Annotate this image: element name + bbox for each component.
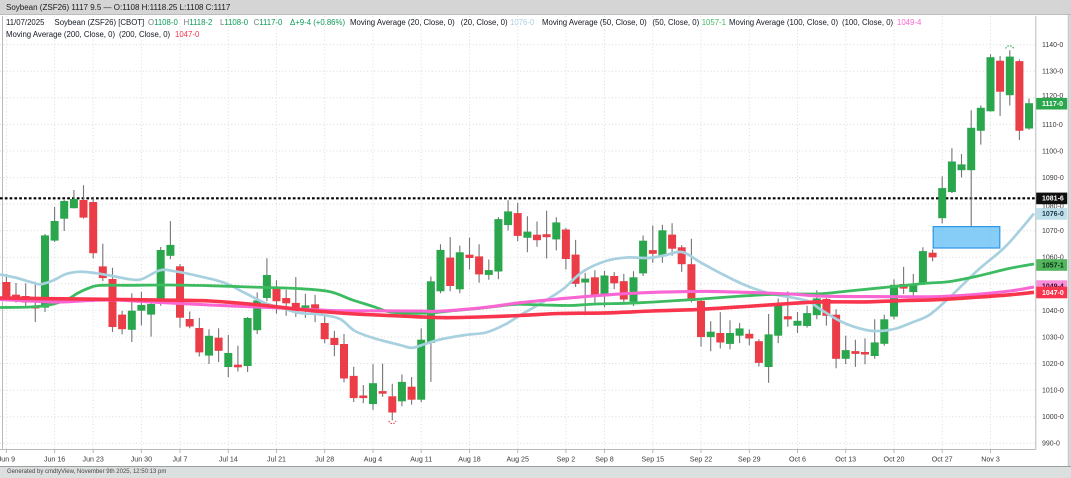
svg-text:990-0: 990-0 <box>1042 441 1060 448</box>
svg-text:1076-0: 1076-0 <box>1042 211 1064 218</box>
svg-text:1060-0: 1060-0 <box>1042 255 1064 262</box>
svg-text:Jun 9: Jun 9 <box>0 456 15 464</box>
svg-text:Jun 30: Jun 30 <box>131 456 152 464</box>
svg-text:Jul 21: Jul 21 <box>267 456 286 464</box>
svg-text:Aug 4: Aug 4 <box>364 456 383 464</box>
svg-text:Sep 2: Sep 2 <box>557 456 576 464</box>
svg-text:Aug 25: Aug 25 <box>506 456 529 464</box>
svg-text:1110-0: 1110-0 <box>1042 122 1063 129</box>
svg-text:1057-1: 1057-1 <box>1042 262 1064 269</box>
svg-text:1081-6: 1081-6 <box>1042 196 1064 203</box>
svg-text:1117-0: 1117-0 <box>1042 101 1063 108</box>
svg-text:1090-0: 1090-0 <box>1042 175 1064 182</box>
svg-text:Oct 27: Oct 27 <box>932 456 953 464</box>
svg-text:Aug 18: Aug 18 <box>458 456 481 464</box>
svg-text:1030-0: 1030-0 <box>1042 334 1064 341</box>
svg-text:1100-0: 1100-0 <box>1042 148 1063 155</box>
svg-text:Aug 11: Aug 11 <box>410 456 432 464</box>
svg-text:1020-0: 1020-0 <box>1042 361 1064 368</box>
svg-text:1130-0: 1130-0 <box>1042 69 1063 76</box>
svg-text:Jul 14: Jul 14 <box>219 456 238 464</box>
svg-text:Oct 20: Oct 20 <box>884 456 905 464</box>
svg-text:1040-0: 1040-0 <box>1042 308 1064 315</box>
svg-text:1140-0: 1140-0 <box>1042 42 1063 49</box>
svg-text:1080-0: 1080-0 <box>1042 204 1064 211</box>
svg-text:Nov 3: Nov 3 <box>981 456 1000 464</box>
svg-text:1010-0: 1010-0 <box>1042 388 1064 395</box>
svg-text:Sep 22: Sep 22 <box>690 456 713 464</box>
svg-text:Oct 13: Oct 13 <box>835 456 856 464</box>
svg-text:Sep 29: Sep 29 <box>738 456 761 464</box>
svg-text:Jun 23: Jun 23 <box>83 456 104 464</box>
svg-text:1070-0: 1070-0 <box>1042 228 1064 235</box>
svg-text:Jul 28: Jul 28 <box>315 456 334 464</box>
svg-text:Jul 7: Jul 7 <box>173 456 188 464</box>
svg-text:Sep 8: Sep 8 <box>595 456 614 464</box>
svg-text:Sep 15: Sep 15 <box>642 456 665 464</box>
svg-text:Oct 6: Oct 6 <box>789 456 806 464</box>
svg-text:1047-0: 1047-0 <box>1042 290 1064 297</box>
svg-text:Jun 16: Jun 16 <box>44 456 65 464</box>
svg-text:1000-0: 1000-0 <box>1042 414 1064 421</box>
svg-text:1120-0: 1120-0 <box>1042 93 1063 100</box>
